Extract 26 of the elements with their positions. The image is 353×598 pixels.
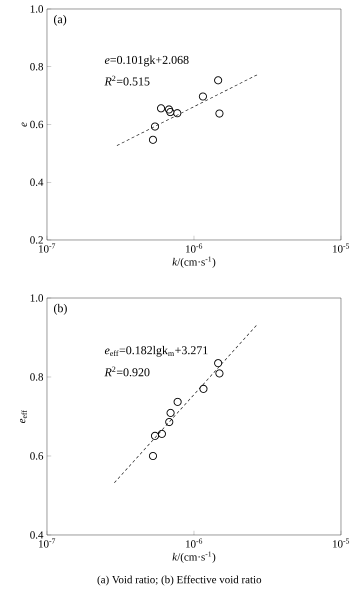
annotation: e$_{eff}$=0.182lgk$_{m}$+3.271	[104, 346, 208, 357]
y-tick-label: 0.8	[30, 63, 43, 70]
y-axis-title: e$_{eff}$	[20, 410, 27, 424]
y-tick-label: 0.2	[30, 236, 43, 244]
annotation: e=0.101gk+2.068	[104, 56, 188, 66]
chart-title: (a)	[54, 14, 66, 26]
y-tick-label: 1.0	[30, 5, 43, 13]
y-tick-label: 0.4	[30, 178, 44, 186]
y-tick-label: 0.8	[30, 373, 43, 381]
x-tick-label: 10$^{-5}$	[332, 244, 349, 253]
x-tick-label: 10$^{-7}$	[38, 538, 56, 548]
x-axis-title: k/(cm·s$^{-1}$)	[172, 256, 216, 268]
y-tick-label: 0.6	[30, 452, 44, 460]
y-tick-label: 1.0	[30, 294, 43, 302]
chart-title: (b)	[54, 304, 67, 315]
text: (a) Void ratio; (b) Effective void ratio	[97, 575, 262, 586]
x-axis-title: k/(cm·s$^{-1}$)	[172, 552, 216, 563]
x-tick-label: 10$^{-6}$	[186, 244, 202, 253]
y-tick-label: 0.4	[30, 531, 44, 539]
annotation: R$^{2}$=0.515	[104, 76, 150, 86]
x-tick-label: 10$^{-5}$	[332, 538, 349, 548]
y-axis-title: e	[22, 122, 27, 127]
x-tick-label: 10$^{-6}$	[186, 538, 202, 548]
x-tick-label: 10$^{-7}$	[38, 244, 56, 253]
y-tick-label: 0.6	[30, 120, 44, 128]
annotation: R$^{2}$=0.920	[104, 366, 150, 376]
